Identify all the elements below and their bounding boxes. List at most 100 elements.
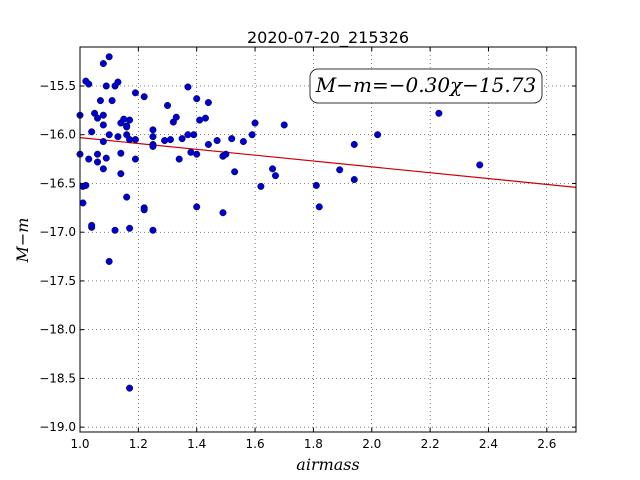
data-point bbox=[184, 131, 192, 139]
fit-line bbox=[79, 137, 577, 188]
data-point bbox=[85, 80, 93, 88]
y-tick-label: −18.0 bbox=[39, 323, 76, 337]
data-point bbox=[336, 166, 344, 174]
data-point bbox=[126, 224, 134, 232]
data-point bbox=[111, 226, 119, 234]
data-point bbox=[102, 82, 110, 90]
y-axis-label: M−m bbox=[13, 218, 32, 264]
data-point bbox=[315, 203, 323, 211]
data-point bbox=[123, 131, 131, 139]
data-point bbox=[149, 142, 157, 150]
y-tick-label: −19.0 bbox=[39, 420, 76, 434]
data-point bbox=[213, 137, 221, 145]
data-point bbox=[140, 93, 148, 101]
data-point bbox=[172, 113, 180, 121]
data-point bbox=[114, 78, 122, 86]
x-tick-label: 2.6 bbox=[537, 437, 556, 451]
x-tick-label: 1.8 bbox=[304, 437, 323, 451]
data-point bbox=[105, 53, 113, 61]
x-tick-label: 1.0 bbox=[70, 437, 89, 451]
data-point bbox=[187, 148, 195, 156]
data-point bbox=[201, 114, 209, 122]
data-point bbox=[88, 221, 96, 229]
x-tick-label: 1.4 bbox=[187, 437, 206, 451]
data-point bbox=[251, 119, 259, 127]
data-point bbox=[131, 155, 139, 163]
data-point bbox=[350, 140, 358, 148]
x-tick-label: 2.2 bbox=[421, 437, 440, 451]
data-point bbox=[114, 133, 122, 141]
gridlines bbox=[79, 47, 576, 432]
plot-frame bbox=[79, 46, 577, 433]
data-point bbox=[140, 206, 148, 214]
data-point bbox=[374, 131, 382, 139]
data-point bbox=[280, 121, 288, 129]
data-point bbox=[149, 133, 157, 141]
data-point bbox=[161, 137, 169, 145]
data-point bbox=[108, 97, 116, 105]
data-point bbox=[476, 161, 484, 169]
data-point bbox=[193, 95, 201, 103]
x-tick-label: 1.6 bbox=[246, 437, 265, 451]
data-point bbox=[149, 126, 157, 134]
data-point bbox=[79, 199, 87, 207]
y-tick-label: −16.5 bbox=[39, 176, 76, 190]
x-axis-label: airmass bbox=[296, 455, 359, 474]
annotation-frame bbox=[309, 68, 543, 104]
data-point bbox=[123, 193, 131, 201]
data-point bbox=[219, 209, 227, 217]
data-point bbox=[248, 131, 256, 139]
y-tick-label: −16.0 bbox=[39, 128, 76, 142]
data-point bbox=[196, 116, 204, 124]
data-point bbox=[117, 170, 125, 178]
data-point bbox=[88, 128, 96, 136]
x-tick-label: 1.2 bbox=[129, 437, 148, 451]
data-point bbox=[271, 172, 279, 180]
data-point bbox=[120, 115, 128, 123]
data-point bbox=[239, 138, 247, 146]
data-point bbox=[269, 165, 277, 173]
data-point bbox=[99, 165, 107, 173]
data-point bbox=[350, 176, 358, 184]
annotation-box: M−m=−0.30χ−15.73 bbox=[309, 68, 543, 104]
fit-equation: M−m=−0.30χ−15.73 bbox=[315, 73, 536, 97]
data-point bbox=[94, 158, 102, 166]
data-point bbox=[175, 155, 183, 163]
data-point bbox=[184, 83, 192, 91]
y-tick-label: −17.5 bbox=[39, 274, 76, 288]
x-tick-label: 2.4 bbox=[479, 437, 498, 451]
data-point bbox=[94, 114, 102, 122]
y-tick-label: −18.5 bbox=[39, 371, 76, 385]
x-tick-label: 2.0 bbox=[362, 437, 381, 451]
data-point bbox=[228, 135, 236, 143]
data-point bbox=[123, 123, 131, 131]
data-point bbox=[231, 168, 239, 176]
data-point bbox=[190, 131, 198, 139]
data-point bbox=[96, 97, 104, 105]
data-point bbox=[99, 111, 107, 119]
data-point bbox=[126, 384, 134, 392]
data-point bbox=[204, 140, 212, 148]
data-point bbox=[149, 226, 157, 234]
chart-title: 2020-07-20_215326 bbox=[247, 28, 409, 48]
data-point bbox=[164, 101, 172, 109]
data-point bbox=[166, 136, 174, 144]
data-point bbox=[204, 99, 212, 107]
data-point bbox=[94, 150, 102, 158]
data-point bbox=[99, 60, 107, 68]
y-tick-label: −15.5 bbox=[39, 79, 76, 93]
axis-ticks: 1.0 1.2 1.4 1.6 1.8 2.0 2.2 2.4 2.6 −15.5 −16.0 −16… bbox=[39, 47, 576, 451]
y-tick-label: −17.0 bbox=[39, 225, 76, 239]
data-point bbox=[117, 149, 125, 157]
data-point bbox=[312, 181, 320, 189]
data-point bbox=[99, 138, 107, 146]
data-point bbox=[193, 150, 201, 158]
data-point bbox=[435, 109, 443, 117]
data-point bbox=[131, 136, 139, 144]
data-point bbox=[131, 89, 139, 97]
data-point bbox=[105, 257, 113, 265]
fit-line-group bbox=[79, 137, 577, 188]
data-point bbox=[193, 203, 201, 211]
data-point bbox=[85, 155, 93, 163]
